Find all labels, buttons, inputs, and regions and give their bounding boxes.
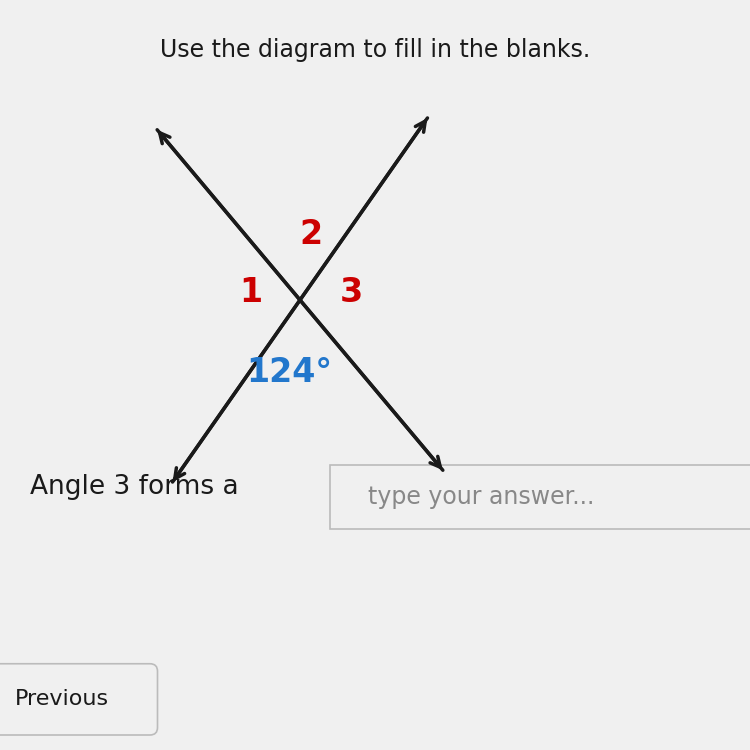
Text: 2: 2 (300, 218, 322, 251)
Text: Angle 3 forms a: Angle 3 forms a (30, 475, 239, 500)
Text: Previous: Previous (15, 689, 110, 709)
Text: 3: 3 (339, 276, 363, 309)
FancyBboxPatch shape (0, 664, 158, 735)
Text: Use the diagram to fill in the blanks.: Use the diagram to fill in the blanks. (160, 38, 590, 62)
FancyBboxPatch shape (330, 465, 750, 529)
Text: type your answer...: type your answer... (368, 485, 594, 509)
Text: 124°: 124° (246, 356, 332, 389)
Text: 1: 1 (240, 276, 262, 309)
